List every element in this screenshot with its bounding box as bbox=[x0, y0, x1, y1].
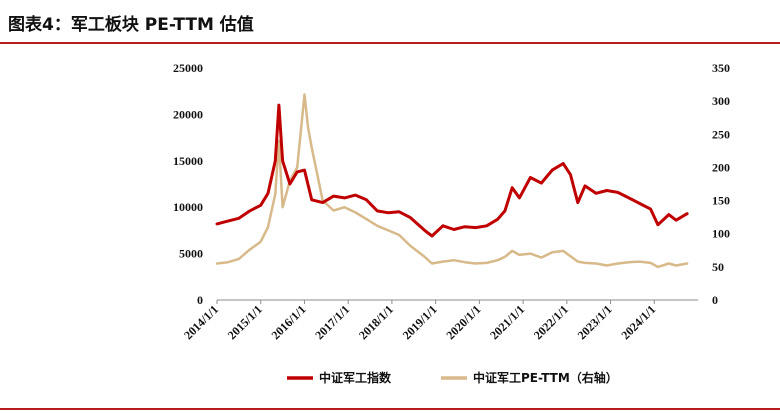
header-divider bbox=[0, 42, 780, 44]
figure-header: 图表4：军工板块 PE-TTM 估值 bbox=[0, 0, 780, 44]
y-right-tick-label: 350 bbox=[712, 61, 730, 75]
x-tick-label: 2023/1/1 bbox=[575, 302, 615, 342]
x-tick-label: 2018/1/1 bbox=[356, 302, 396, 342]
index-series-line bbox=[215, 103, 689, 238]
y-right-tick-label: 200 bbox=[712, 160, 730, 174]
y-right-tick-label: 300 bbox=[712, 94, 730, 108]
figure-title: 图表4：军工板块 PE-TTM 估值 bbox=[8, 15, 254, 35]
legend-index-label: 中证军工指数 bbox=[319, 370, 392, 385]
x-tick-label: 2019/1/1 bbox=[400, 302, 440, 342]
y-right-tick-label: 100 bbox=[712, 227, 730, 241]
x-tick-label: 2022/1/1 bbox=[531, 302, 571, 342]
x-tick-label: 2020/1/1 bbox=[443, 302, 483, 342]
x-tick-label: 2017/1/1 bbox=[312, 302, 352, 342]
x-tick-label: 2014/1/1 bbox=[181, 302, 221, 342]
footer-divider bbox=[0, 408, 780, 410]
y-left-tick-label: 10000 bbox=[173, 200, 203, 214]
x-tick-label: 2015/1/1 bbox=[225, 302, 265, 342]
x-tick-label: 2021/1/1 bbox=[487, 302, 527, 342]
y-left-tick-label: 20000 bbox=[173, 107, 203, 121]
y-left-tick-label: 5000 bbox=[179, 247, 203, 261]
x-tick-label: 2024/1/1 bbox=[618, 302, 658, 342]
y-right-tick-label: 0 bbox=[712, 293, 718, 307]
y-left-tick-label: 25000 bbox=[173, 61, 203, 75]
line-chart: 0 5000 10000 15000 20000 25000 0 50 100 150 200 250… bbox=[173, 61, 730, 385]
y-left-tick-label: 15000 bbox=[173, 154, 203, 168]
y-left-tick-label: 0 bbox=[197, 293, 203, 307]
y-right-tick-label: 150 bbox=[712, 194, 730, 208]
pe-ttm-series-line bbox=[215, 93, 689, 269]
y-right-tick-label: 250 bbox=[712, 127, 730, 141]
y-right-tick-label: 50 bbox=[712, 260, 724, 274]
x-tick-label: 2016/1/1 bbox=[269, 302, 309, 342]
legend-pe-label: 中证军工PE-TTM（右轴） bbox=[473, 370, 618, 385]
